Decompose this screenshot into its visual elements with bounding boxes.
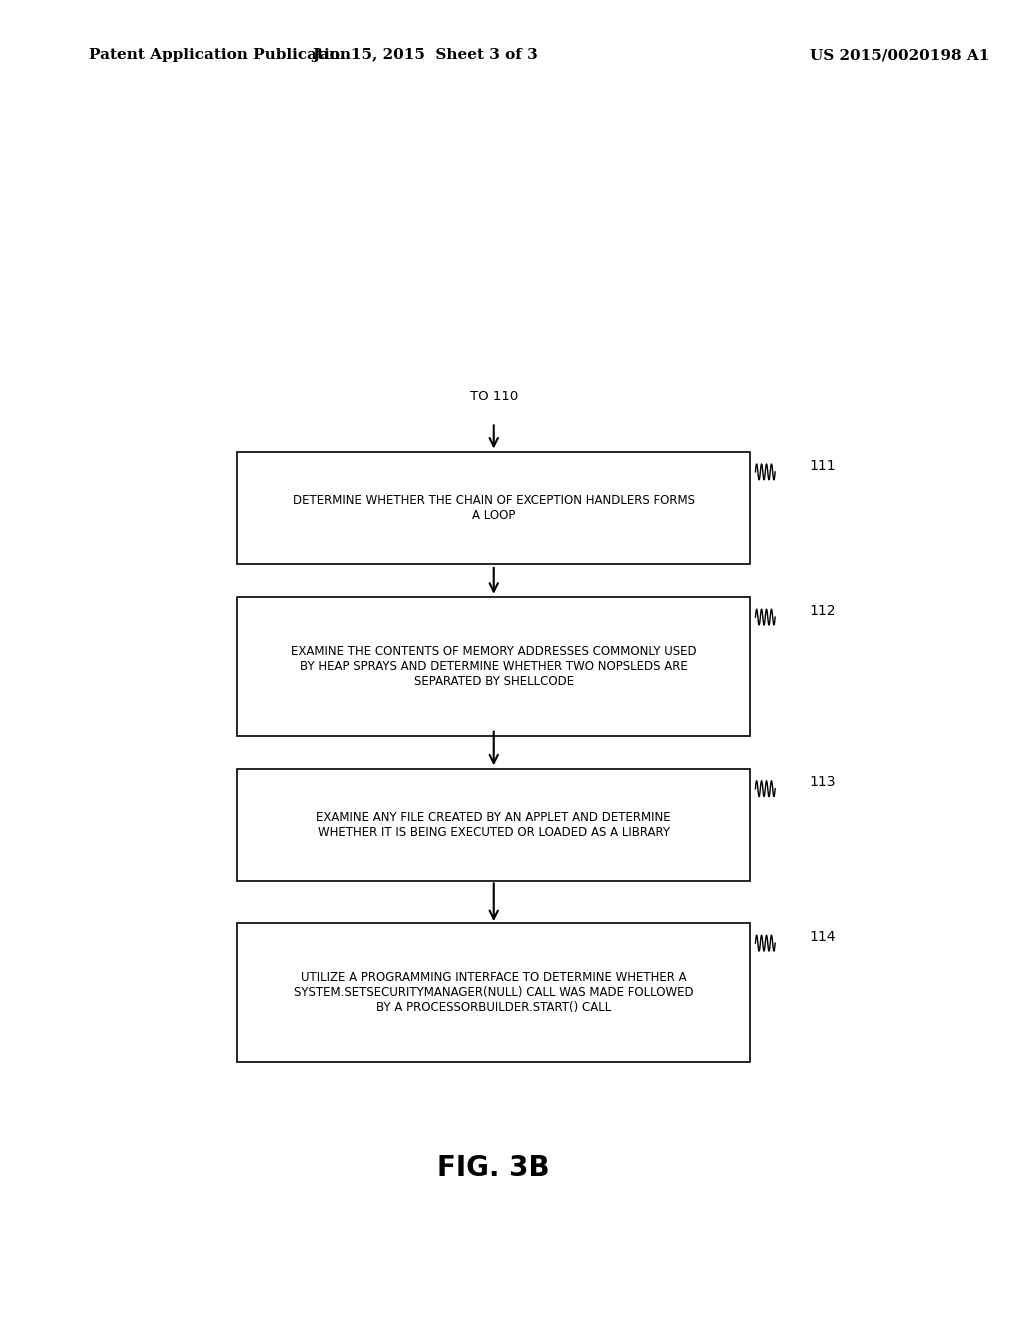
Text: DETERMINE WHETHER THE CHAIN OF EXCEPTION HANDLERS FORMS
A LOOP: DETERMINE WHETHER THE CHAIN OF EXCEPTION… (293, 494, 694, 523)
Text: FIG. 3B: FIG. 3B (437, 1154, 550, 1183)
FancyBboxPatch shape (237, 597, 751, 737)
Text: TO 110: TO 110 (470, 389, 518, 403)
Text: Patent Application Publication: Patent Application Publication (89, 49, 351, 62)
Text: 111: 111 (810, 459, 837, 473)
Text: 114: 114 (810, 929, 837, 944)
Text: US 2015/0020198 A1: US 2015/0020198 A1 (810, 49, 989, 62)
Text: EXAMINE ANY FILE CREATED BY AN APPLET AND DETERMINE
WHETHER IT IS BEING EXECUTED: EXAMINE ANY FILE CREATED BY AN APPLET AN… (316, 810, 671, 840)
Text: 112: 112 (810, 605, 837, 618)
Text: 113: 113 (810, 776, 837, 789)
FancyBboxPatch shape (237, 451, 751, 565)
Text: UTILIZE A PROGRAMMING INTERFACE TO DETERMINE WHETHER A
SYSTEM.SETSECURITYMANAGER: UTILIZE A PROGRAMMING INTERFACE TO DETER… (294, 972, 693, 1014)
Text: Jan. 15, 2015  Sheet 3 of 3: Jan. 15, 2015 Sheet 3 of 3 (311, 49, 538, 62)
Text: EXAMINE THE CONTENTS OF MEMORY ADDRESSES COMMONLY USED
BY HEAP SPRAYS AND DETERM: EXAMINE THE CONTENTS OF MEMORY ADDRESSES… (291, 645, 696, 688)
FancyBboxPatch shape (237, 924, 751, 1061)
FancyBboxPatch shape (237, 768, 751, 882)
